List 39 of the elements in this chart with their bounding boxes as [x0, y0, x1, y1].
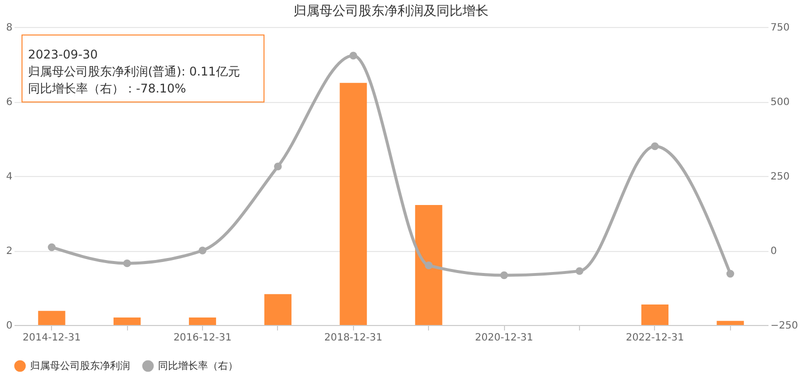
y2-tick-label: 0	[770, 246, 777, 257]
y-tick-label: 6	[6, 97, 12, 108]
legend-label: 归属母公司股东净利润	[30, 360, 130, 372]
x-tick-label: 2022-12-31	[626, 332, 684, 344]
x-tick-label: 2018-12-31	[324, 332, 382, 344]
x-tick-label: 2016-12-31	[173, 332, 232, 344]
bar	[114, 318, 141, 325]
chart-title: 归属母公司股东净利润及同比增长	[294, 4, 488, 19]
legend-label: 同比增长率（右）	[158, 360, 238, 372]
point	[424, 262, 433, 270]
y-tick-label: 0	[6, 320, 12, 332]
bar	[415, 205, 442, 325]
y-tick-label: 8	[6, 22, 12, 34]
y2-tick-label: 500	[770, 97, 790, 108]
point	[726, 270, 734, 278]
point	[651, 142, 659, 150]
y2-tick-label: 250	[770, 172, 790, 182]
y2-tick-label: −250	[770, 320, 798, 332]
y2-tick-label: 750	[770, 22, 790, 34]
point	[576, 267, 584, 275]
point	[500, 271, 508, 280]
bar	[340, 82, 367, 325]
point	[48, 243, 56, 252]
y-tick-label: 4	[6, 172, 12, 182]
annotation: 同比增长率（右）：-78.10%	[28, 82, 186, 96]
point	[349, 52, 358, 60]
bar	[188, 318, 216, 325]
point	[123, 259, 131, 268]
point	[274, 162, 282, 170]
y-tick-label: 2	[6, 246, 12, 257]
annotation: 归属母公司股东净利润(普通): 0.11亿元	[28, 64, 240, 78]
x-tick-label: 2014-12-31	[22, 332, 81, 344]
point	[198, 246, 206, 254]
bar	[641, 304, 668, 325]
annotation: 2023-09-30	[28, 48, 98, 62]
bar	[716, 320, 744, 325]
bar	[264, 294, 292, 325]
x-tick-label: 2020-12-31	[475, 332, 534, 344]
bar	[38, 310, 66, 325]
